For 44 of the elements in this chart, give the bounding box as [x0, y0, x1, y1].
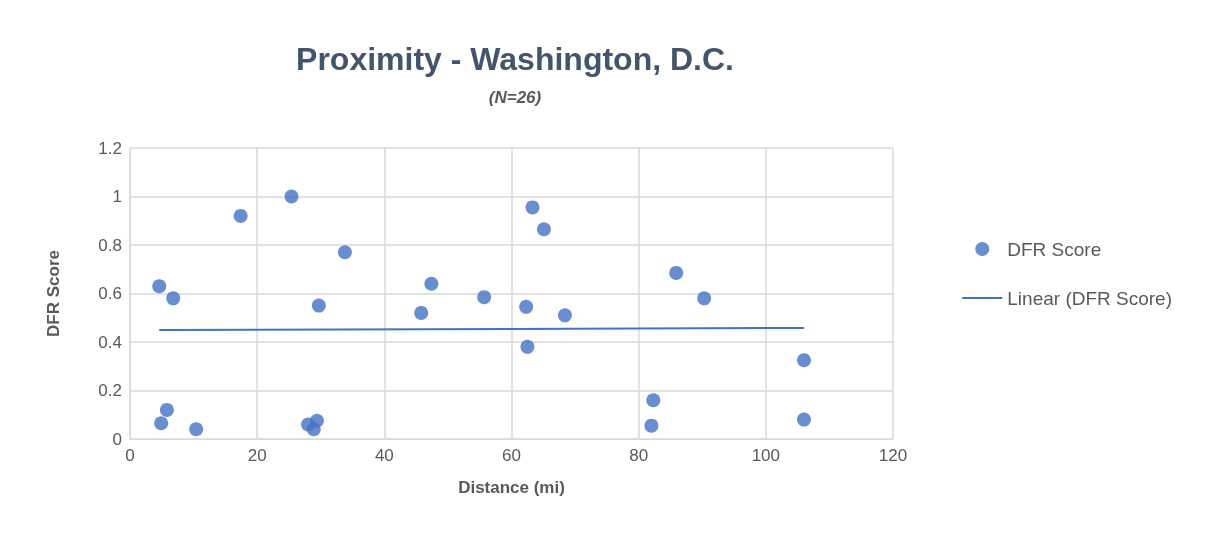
x-tick-label: 60: [502, 446, 521, 465]
point: [306, 422, 321, 437]
y-tick-label: 0.6: [98, 284, 122, 303]
point: [477, 290, 492, 305]
point: [154, 416, 169, 431]
point: [233, 208, 248, 223]
x-tick-label: 40: [374, 446, 394, 465]
point: [519, 299, 534, 314]
x-tick-label: 120: [878, 446, 908, 465]
x-axis-title: Distance (mi): [458, 478, 565, 497]
point: [311, 298, 326, 313]
x-tick-label: 0: [125, 446, 135, 465]
y-tick-label: 1: [112, 187, 122, 206]
point: [520, 339, 535, 354]
point: [337, 245, 352, 260]
y-tick-label: 0.2: [98, 381, 122, 400]
chart-subtitle: (N=26): [488, 88, 542, 107]
point: [189, 422, 204, 437]
point: [536, 222, 551, 237]
y-tick-label: 0.8: [98, 235, 122, 255]
point: [159, 402, 174, 417]
y-tick-label: 1.2: [98, 138, 122, 158]
point: [166, 291, 181, 306]
point: [697, 291, 712, 306]
y-tick-label: 0.4: [98, 332, 122, 352]
x-tick-label: 20: [247, 446, 267, 465]
point: [284, 189, 299, 204]
chart-title: Proximity - Washington, D.C.: [296, 41, 734, 77]
legend-label: DFR Score: [1007, 238, 1102, 260]
x-tick-label: 80: [629, 446, 649, 465]
point: [644, 418, 659, 433]
point: [152, 279, 167, 294]
point: [414, 305, 429, 320]
point: [646, 393, 661, 408]
point: [669, 265, 684, 280]
point: [557, 308, 572, 323]
point: [424, 276, 439, 291]
y-axis-title: DFR Score: [44, 250, 63, 337]
point: [797, 412, 811, 427]
point: [797, 353, 811, 368]
point: [525, 200, 540, 215]
legend-label: Linear (DFR Score): [1007, 287, 1173, 309]
x-tick-label: 100: [751, 446, 781, 465]
y-tick-label: 0: [112, 429, 122, 449]
